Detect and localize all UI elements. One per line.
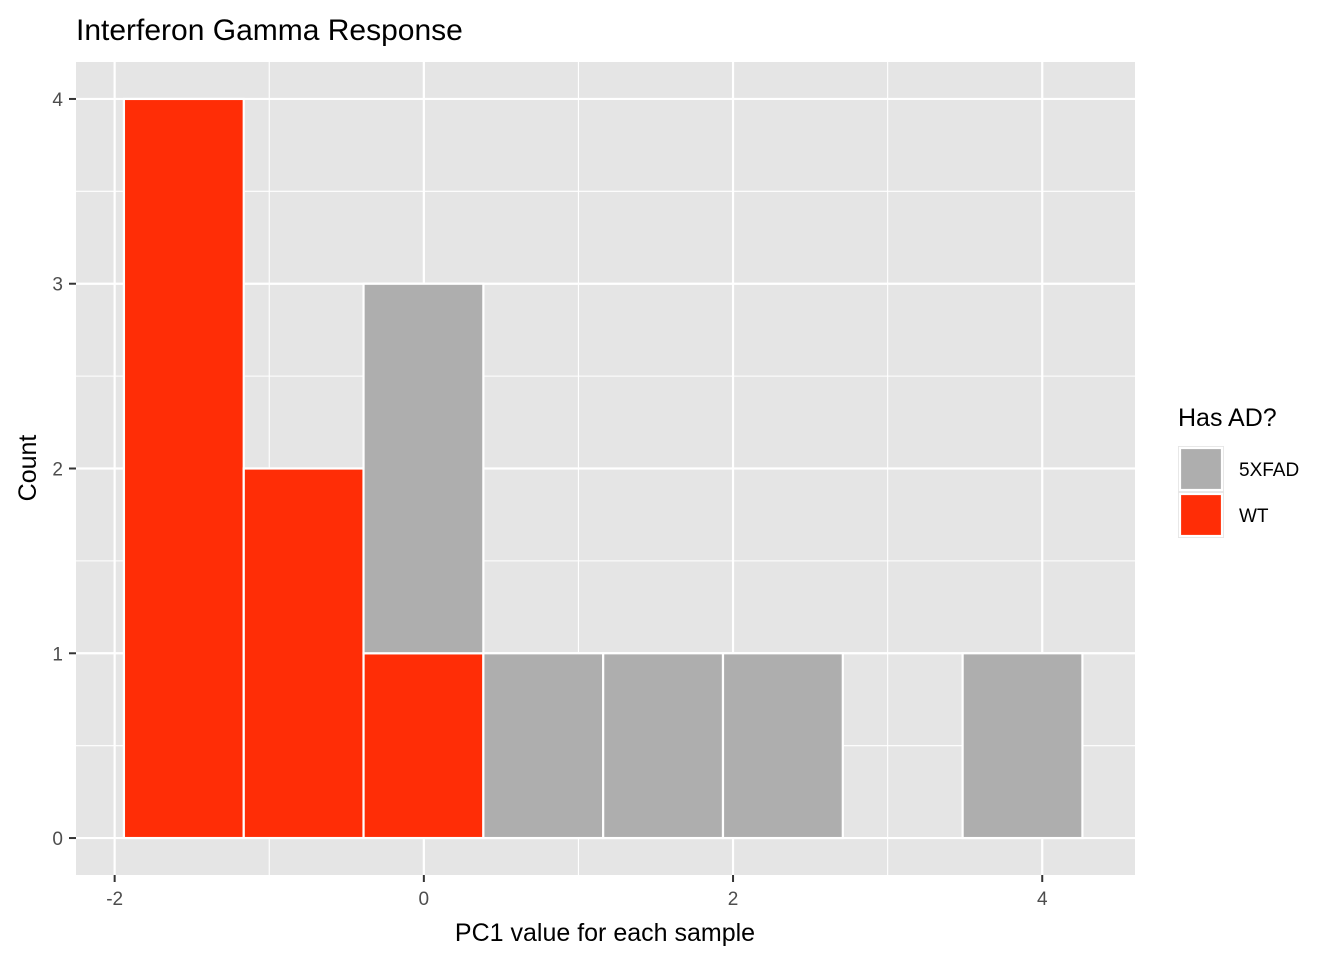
y-tick-label: 1 (52, 644, 63, 665)
y-tick-label: 0 (52, 829, 63, 850)
legend-swatch-5xfad (1178, 446, 1224, 492)
x-tick-label: 2 (728, 889, 739, 910)
histogram-bar-5xfad (602, 652, 725, 840)
y-axis-label: Count (14, 435, 42, 502)
x-tick-label: 0 (419, 889, 430, 910)
histogram-bar-wt (362, 652, 485, 840)
legend: Has AD? 5XFAD WT (1178, 404, 1299, 538)
histogram-bar-wt (242, 467, 365, 840)
histogram-bar-5xfad (362, 282, 485, 655)
y-tick-label: 4 (52, 90, 63, 111)
chart-title: Interferon Gamma Response (76, 14, 463, 47)
y-tick-label: 3 (52, 275, 63, 296)
x-axis-label: PC1 value for each sample (455, 919, 755, 947)
histogram-bar-wt (122, 97, 245, 840)
histogram-bars (122, 97, 1084, 840)
legend-title: Has AD? (1178, 404, 1277, 432)
x-tick-label: -2 (106, 889, 123, 910)
legend-label-wt: WT (1239, 506, 1269, 527)
histogram-bar-5xfad (721, 652, 844, 840)
x-axis: -2 0 2 4 (106, 875, 1048, 910)
legend-entries: 5XFAD WT (1178, 446, 1299, 538)
legend-label-5xfad: 5XFAD (1239, 460, 1299, 481)
legend-swatch-wt (1178, 492, 1224, 538)
x-tick-label: 4 (1037, 889, 1048, 910)
y-axis: 0 1 2 3 4 (52, 90, 76, 850)
histogram-bar-5xfad (961, 652, 1084, 840)
histogram-bar-5xfad (482, 652, 605, 840)
y-tick-label: 2 (52, 460, 63, 481)
